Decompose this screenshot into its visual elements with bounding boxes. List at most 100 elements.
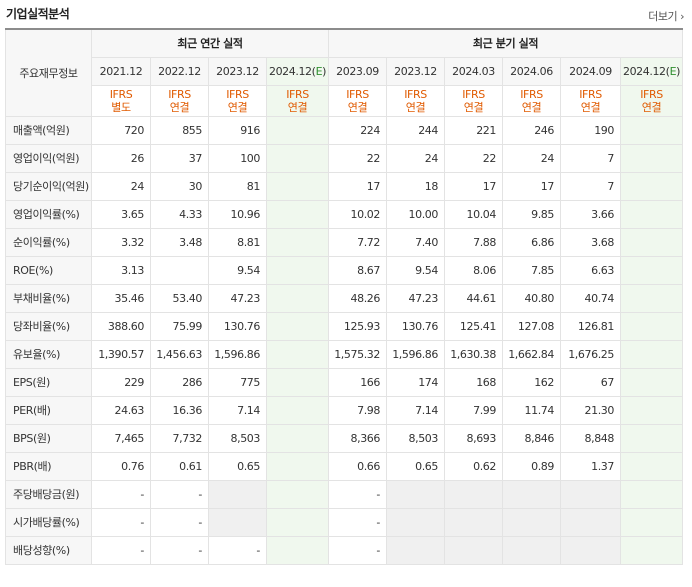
table-cell [560, 507, 621, 537]
table-cell: 11.74 [502, 395, 561, 425]
table-cell: 75.99 [150, 311, 209, 341]
table-cell: 1,596.86 [208, 339, 267, 369]
table-cell: 24.63 [91, 395, 151, 425]
row-label: 시가배당률(%) [5, 507, 92, 537]
table-cell: 24 [502, 143, 561, 173]
table-cell [208, 479, 267, 509]
table-cell: 4.33 [150, 199, 209, 229]
table-cell [266, 115, 329, 145]
table-cell: 125.93 [328, 311, 387, 341]
row-label: 매출액(억원) [5, 115, 92, 145]
financial-table: 주요재무정보 최근 연간 실적 최근 분기 실적 2021.12 2022.12 2… [5, 28, 683, 565]
standard-type: 연결 [405, 100, 426, 114]
table-cell [266, 311, 329, 341]
table-cell: 8.81 [208, 227, 267, 257]
table-cell: 37 [150, 143, 209, 173]
table-cell [620, 143, 683, 173]
table-cell: 6.86 [502, 227, 561, 257]
table-cell: - [150, 507, 209, 537]
standard-ifrs: IFRS [226, 87, 249, 101]
table-cell [620, 199, 683, 229]
table-cell: 47.23 [386, 283, 445, 313]
standard-header: IFRS 연결 [620, 84, 683, 117]
table-cell: 720 [91, 115, 151, 145]
table-cell: 126.81 [560, 311, 621, 341]
table-cell [620, 395, 683, 425]
table-cell: 7.14 [208, 395, 267, 425]
table-cell: 388.60 [91, 311, 151, 341]
table-cell: 286 [150, 367, 209, 397]
table-cell: - [150, 535, 209, 565]
standard-ifrs: IFRS [579, 87, 602, 101]
table-cell [266, 535, 329, 565]
table-row: 순이익률(%) 3.32 3.48 8.81 7.72 7.40 7.88 6.86 3.68 [5, 227, 683, 257]
row-label: 영업이익(억원) [5, 143, 92, 173]
table-cell: 3.65 [91, 199, 151, 229]
table-cell: 48.26 [328, 283, 387, 313]
table-cell: 246 [502, 115, 561, 145]
standard-header: IFRS 연결 [560, 84, 621, 117]
standard-ifrs: IFRS [462, 87, 485, 101]
table-cell: 1,676.25 [560, 339, 621, 369]
table-cell: 916 [208, 115, 267, 145]
table-cell: 44.61 [444, 283, 503, 313]
period-header: 2024.12(E) [620, 56, 683, 86]
table-cell [620, 171, 683, 201]
row-label: 당기순이익(억원) [5, 171, 92, 201]
table-cell [266, 395, 329, 425]
table-cell: 24 [386, 143, 445, 173]
table-cell: 9.54 [208, 255, 267, 285]
table-cell: 7.72 [328, 227, 387, 257]
standard-header: IFRS 별도 [91, 84, 151, 117]
table-cell: 17 [328, 171, 387, 201]
standard-ifrs: IFRS [520, 87, 543, 101]
table-cell: 8,848 [560, 423, 621, 453]
standard-type: 연결 [287, 100, 308, 114]
row-label: 주당배당금(원) [5, 479, 92, 509]
row-label: 순이익률(%) [5, 227, 92, 257]
table-cell: 0.89 [502, 451, 561, 481]
row-label: 배당성향(%) [5, 535, 92, 565]
table-row: 영업이익률(%) 3.65 4.33 10.96 10.02 10.00 10.04 9.85… [5, 199, 683, 229]
table-cell: 22 [444, 143, 503, 173]
table-cell: 0.62 [444, 451, 503, 481]
table-cell: 18 [386, 171, 445, 201]
table-cell [620, 311, 683, 341]
table-cell: 7,732 [150, 423, 209, 453]
table-cell: 3.48 [150, 227, 209, 257]
table-cell [386, 507, 445, 537]
table-cell [208, 507, 267, 537]
table-cell: 7.98 [328, 395, 387, 425]
period-header: 2024.12(E) [266, 56, 329, 86]
table-cell [620, 535, 683, 565]
table-cell: 26 [91, 143, 151, 173]
standard-type: 연결 [227, 100, 248, 114]
table-cell: - [328, 507, 387, 537]
table-cell: 24 [91, 171, 151, 201]
standard-header: IFRS 연결 [386, 84, 445, 117]
table-cell: 0.65 [386, 451, 445, 481]
table-cell: 1,596.86 [386, 339, 445, 369]
table-cell [620, 339, 683, 369]
table-row: 매출액(억원) 720 855 916 224 244 221 246 190 [5, 115, 683, 145]
table-cell: 17 [502, 171, 561, 201]
table-row: 주당배당금(원) - - - [5, 479, 683, 509]
table-cell: 244 [386, 115, 445, 145]
table-cell: 7.14 [386, 395, 445, 425]
table-cell: 8,503 [208, 423, 267, 453]
table-cell: 7.99 [444, 395, 503, 425]
table-cell: 3.68 [560, 227, 621, 257]
table-cell [560, 479, 621, 509]
table-cell: 40.74 [560, 283, 621, 313]
table-cell [266, 255, 329, 285]
table-cell: 47.23 [208, 283, 267, 313]
standard-type: 연결 [347, 100, 368, 114]
group-quarterly: 최근 분기 실적 [328, 28, 683, 58]
table-cell [560, 535, 621, 565]
more-link[interactable]: 더보기 › [648, 8, 684, 24]
table-cell: 6.63 [560, 255, 621, 285]
table-cell: 1,662.84 [502, 339, 561, 369]
table-cell [444, 507, 503, 537]
standard-ifrs: IFRS [168, 87, 191, 101]
more-label: 더보기 [648, 10, 678, 23]
